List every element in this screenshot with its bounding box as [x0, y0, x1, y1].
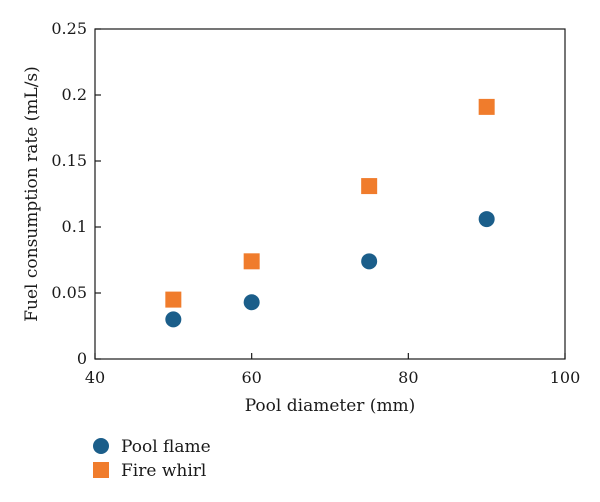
- y-tick-label: 0.2: [62, 85, 87, 104]
- y-tick-label: 0.15: [51, 151, 87, 170]
- legend-marker-fire-whirl: [93, 462, 109, 478]
- pool-flame-point: [478, 211, 495, 228]
- data-markers: [165, 98, 495, 328]
- fire-whirl-point: [165, 291, 182, 308]
- x-tick-label: 60: [241, 368, 261, 387]
- legend-item-fire-whirl: Fire whirl: [93, 461, 206, 481]
- y-tick-label: 0.25: [51, 19, 87, 38]
- legend: Pool flame Fire whirl: [93, 437, 211, 481]
- pool-flame-point: [361, 253, 378, 270]
- y-axis: 0 0.05 0.1 0.15 0.2 0.25: [51, 19, 101, 368]
- x-tick-label: 80: [398, 368, 418, 387]
- x-axis-title: Pool diameter (mm): [245, 396, 416, 416]
- y-tick-label: 0.1: [62, 217, 87, 236]
- plot-frame: [94, 28, 566, 360]
- x-axis: 40 60 80 100: [85, 353, 580, 387]
- legend-label-fire-whirl: Fire whirl: [121, 461, 206, 481]
- fire-whirl-point: [361, 178, 378, 195]
- legend-item-pool-flame: Pool flame: [93, 437, 211, 457]
- x-tick-label: 40: [85, 368, 105, 387]
- legend-marker-pool-flame: [93, 438, 109, 454]
- y-axis-title: Fuel consumption rate (mL/s): [22, 66, 42, 322]
- fire-whirl-point: [478, 98, 495, 115]
- y-tick-label: 0.05: [51, 283, 87, 302]
- plot-area: [94, 28, 566, 360]
- pool-flame-point: [243, 294, 260, 311]
- y-tick-label: 0: [77, 349, 87, 368]
- pool-flame-point: [165, 311, 182, 328]
- fire-whirl-point: [243, 253, 260, 270]
- legend-label-pool-flame: Pool flame: [121, 437, 211, 457]
- x-tick-label: 100: [550, 368, 581, 387]
